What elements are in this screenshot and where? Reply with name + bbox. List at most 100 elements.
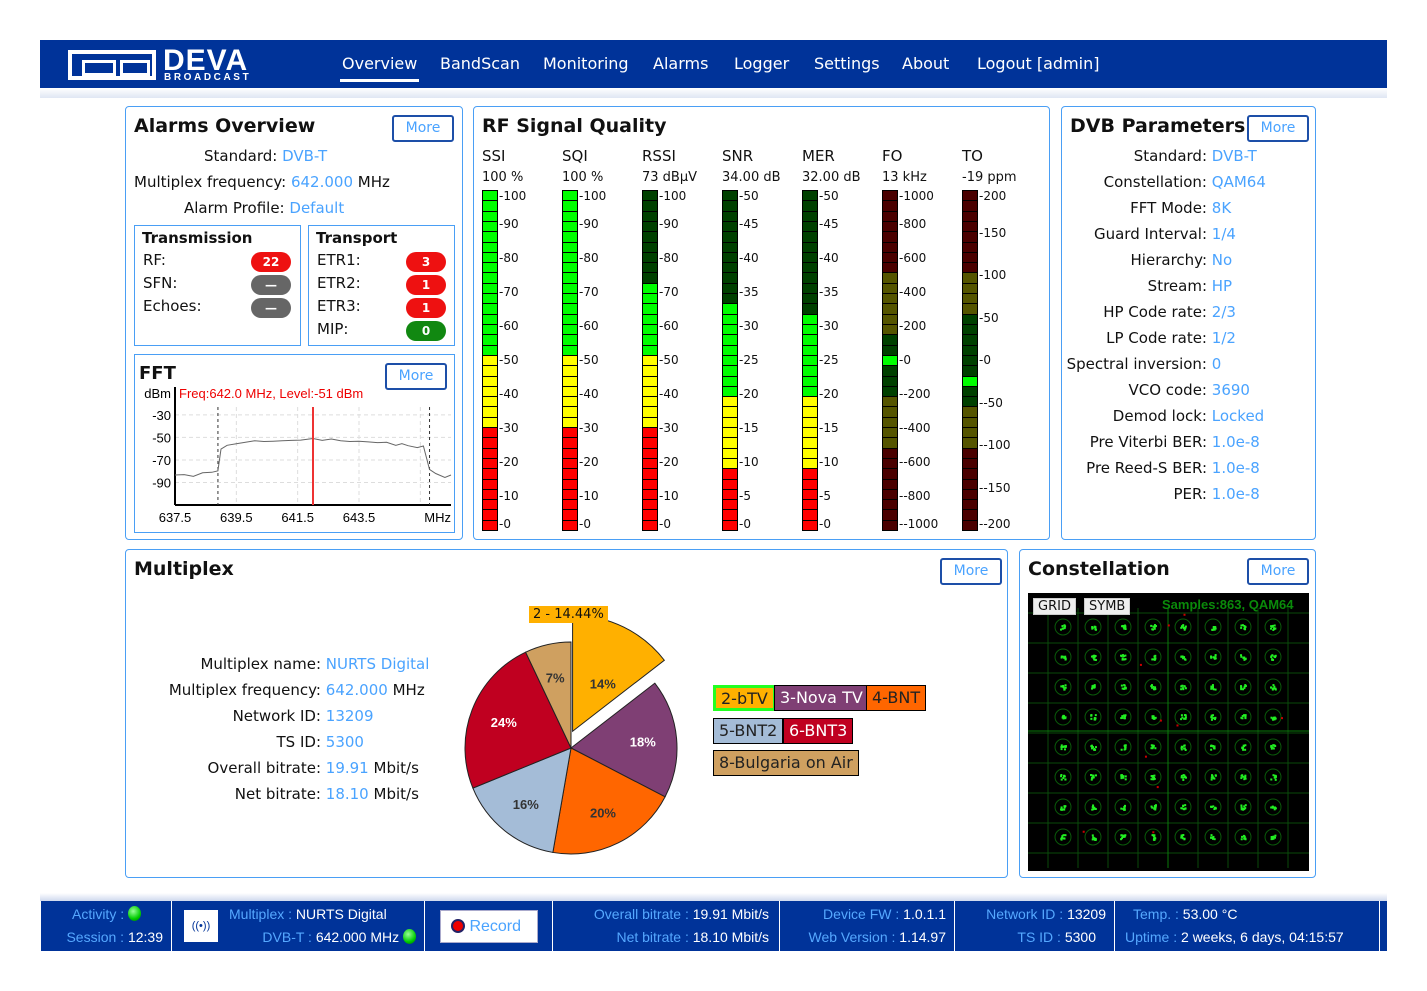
constellation-sample (1063, 715, 1066, 718)
fft-x-tick: 639.5 (220, 510, 253, 525)
constellation-sample (1122, 834, 1125, 837)
meter-segment (882, 251, 898, 264)
legend-item[interactable]: 5-BNT2 (713, 718, 784, 744)
meter-segment (562, 416, 578, 428)
meter-segment (962, 437, 978, 449)
pie-slice[interactable] (464, 651, 572, 789)
meter-segment (962, 427, 978, 439)
param-value: 18.10 (325, 785, 369, 803)
legend-item[interactable]: 8-Bulgaria on Air (713, 750, 859, 776)
pie-slice[interactable] (524, 641, 572, 749)
meter-segment (962, 375, 978, 387)
meter-tick: -15 (739, 421, 759, 435)
legend-item[interactable]: 6-BNT3 (783, 718, 854, 744)
nav-logger[interactable]: Logger (734, 54, 790, 73)
constellation-sample (1060, 778, 1063, 781)
nav-alarms[interactable]: Alarms (653, 54, 709, 73)
symbol-toggle-button[interactable]: SYMB (1084, 598, 1131, 615)
alarms-more-button[interactable]: More (392, 115, 454, 142)
constellation-sample (1094, 628, 1097, 631)
constellation-target (1204, 768, 1222, 786)
meter-segment (802, 231, 818, 243)
legend-item[interactable]: 2-bTV (713, 685, 776, 711)
nav-overview[interactable]: Overview (339, 54, 420, 82)
constellation-more-button[interactable]: More (1247, 558, 1309, 585)
meter-segment (802, 447, 818, 459)
constellation-sample (1060, 775, 1063, 778)
constellation-sample (1240, 626, 1243, 629)
constellation-sample (1124, 714, 1127, 717)
meter-tick: -0 (979, 353, 991, 367)
alarm-count-badge[interactable]: — (251, 275, 291, 295)
meter-segment (882, 282, 898, 294)
meter-segment (802, 334, 818, 346)
meter-tick: -35 (739, 285, 759, 299)
meter-segment (722, 406, 738, 418)
param-value: 19.91 (325, 759, 369, 777)
pie-slice[interactable] (472, 747, 572, 854)
alarm-count-badge[interactable]: 1 (406, 275, 446, 295)
meter-tick: -200 (979, 189, 1007, 203)
nav-settings[interactable]: Settings (814, 54, 880, 73)
constellation-sample (1093, 686, 1096, 689)
constellation-sample (1063, 806, 1066, 809)
meter-segment (642, 200, 658, 212)
meter-segment (802, 468, 818, 480)
nav-about[interactable]: About (902, 54, 950, 73)
constellation-sample (1153, 774, 1156, 777)
constellation-sample (1093, 658, 1096, 661)
meter-segment (642, 478, 658, 490)
alarm-count-badge[interactable]: 3 (406, 252, 446, 272)
record-button[interactable]: Record (440, 910, 538, 943)
alarm-count-badge[interactable]: — (251, 298, 291, 318)
constellation-target (1234, 828, 1252, 846)
meter-name: SNR (722, 147, 754, 165)
multiplex-more-button[interactable]: More (940, 558, 1002, 585)
meter-segment (802, 509, 818, 521)
meter-tick: -100 (579, 189, 607, 203)
pie-slice[interactable] (570, 682, 678, 798)
constellation-sample (1213, 745, 1216, 748)
alarm-count-badge[interactable]: 1 (406, 298, 446, 318)
meter-segment (722, 282, 738, 294)
meter-tick: -20 (659, 455, 679, 469)
fft-more-button[interactable]: More (385, 363, 447, 390)
meter-segment (562, 499, 578, 511)
constellation-panel: Constellation More GRID SYMB Samples:863… (1019, 549, 1316, 878)
constellation-sample (1243, 805, 1246, 808)
alarm-count-badge[interactable]: 0 (406, 321, 446, 341)
meter-segment (722, 447, 738, 459)
meter-tick: -70 (659, 285, 679, 299)
dvb-more-button[interactable]: More (1247, 115, 1309, 142)
meter-segment (882, 303, 898, 315)
param-label: Pre Reed-S BER: (1086, 459, 1207, 477)
grid-toggle-button[interactable]: GRID (1033, 598, 1076, 615)
constellation-sample (1240, 655, 1243, 658)
alarm-count-badge[interactable]: 22 (251, 252, 291, 272)
activity-led (128, 906, 141, 921)
constellation-sample (1094, 746, 1097, 749)
constellation-sample (1211, 687, 1214, 690)
nav-monitoring[interactable]: Monitoring (543, 54, 629, 73)
constellation-sample (1274, 745, 1277, 748)
constellation-sample (1244, 685, 1247, 688)
meter-segment (482, 241, 498, 253)
meter-tick: -20 (739, 387, 759, 401)
constellation-sample (1092, 804, 1095, 807)
constellation-sample (1094, 714, 1097, 717)
constellation-sample (1181, 807, 1184, 810)
pie-slice[interactable] (552, 747, 666, 855)
legend-item[interactable]: 4-BNT (866, 685, 927, 711)
constellation-sample (1214, 688, 1217, 691)
meter-segment (722, 190, 738, 202)
nav-bandscan[interactable]: BandScan (440, 54, 520, 73)
constellation-sample (1091, 627, 1094, 630)
constellation-sample (1210, 748, 1213, 751)
nav-logout-admin-[interactable]: Logout [admin] (977, 54, 1100, 73)
param-row: Pre Viterbi BER: 1.0e-8 (1062, 433, 1260, 451)
meter-segment (802, 365, 818, 377)
legend-item[interactable]: 3-Nova TV (774, 685, 869, 711)
meter-segment (802, 323, 818, 336)
broadcast-icon[interactable]: ((•)) (184, 910, 218, 942)
param-unit: MHz (392, 681, 425, 699)
